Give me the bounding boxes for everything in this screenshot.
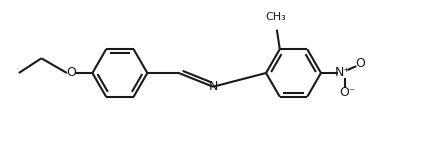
Text: N: N: [208, 80, 218, 93]
Text: CH₃: CH₃: [265, 12, 286, 22]
Text: O: O: [355, 57, 365, 70]
Text: O: O: [66, 66, 76, 80]
Text: N⁺: N⁺: [335, 66, 351, 80]
Text: O⁻: O⁻: [339, 86, 356, 99]
